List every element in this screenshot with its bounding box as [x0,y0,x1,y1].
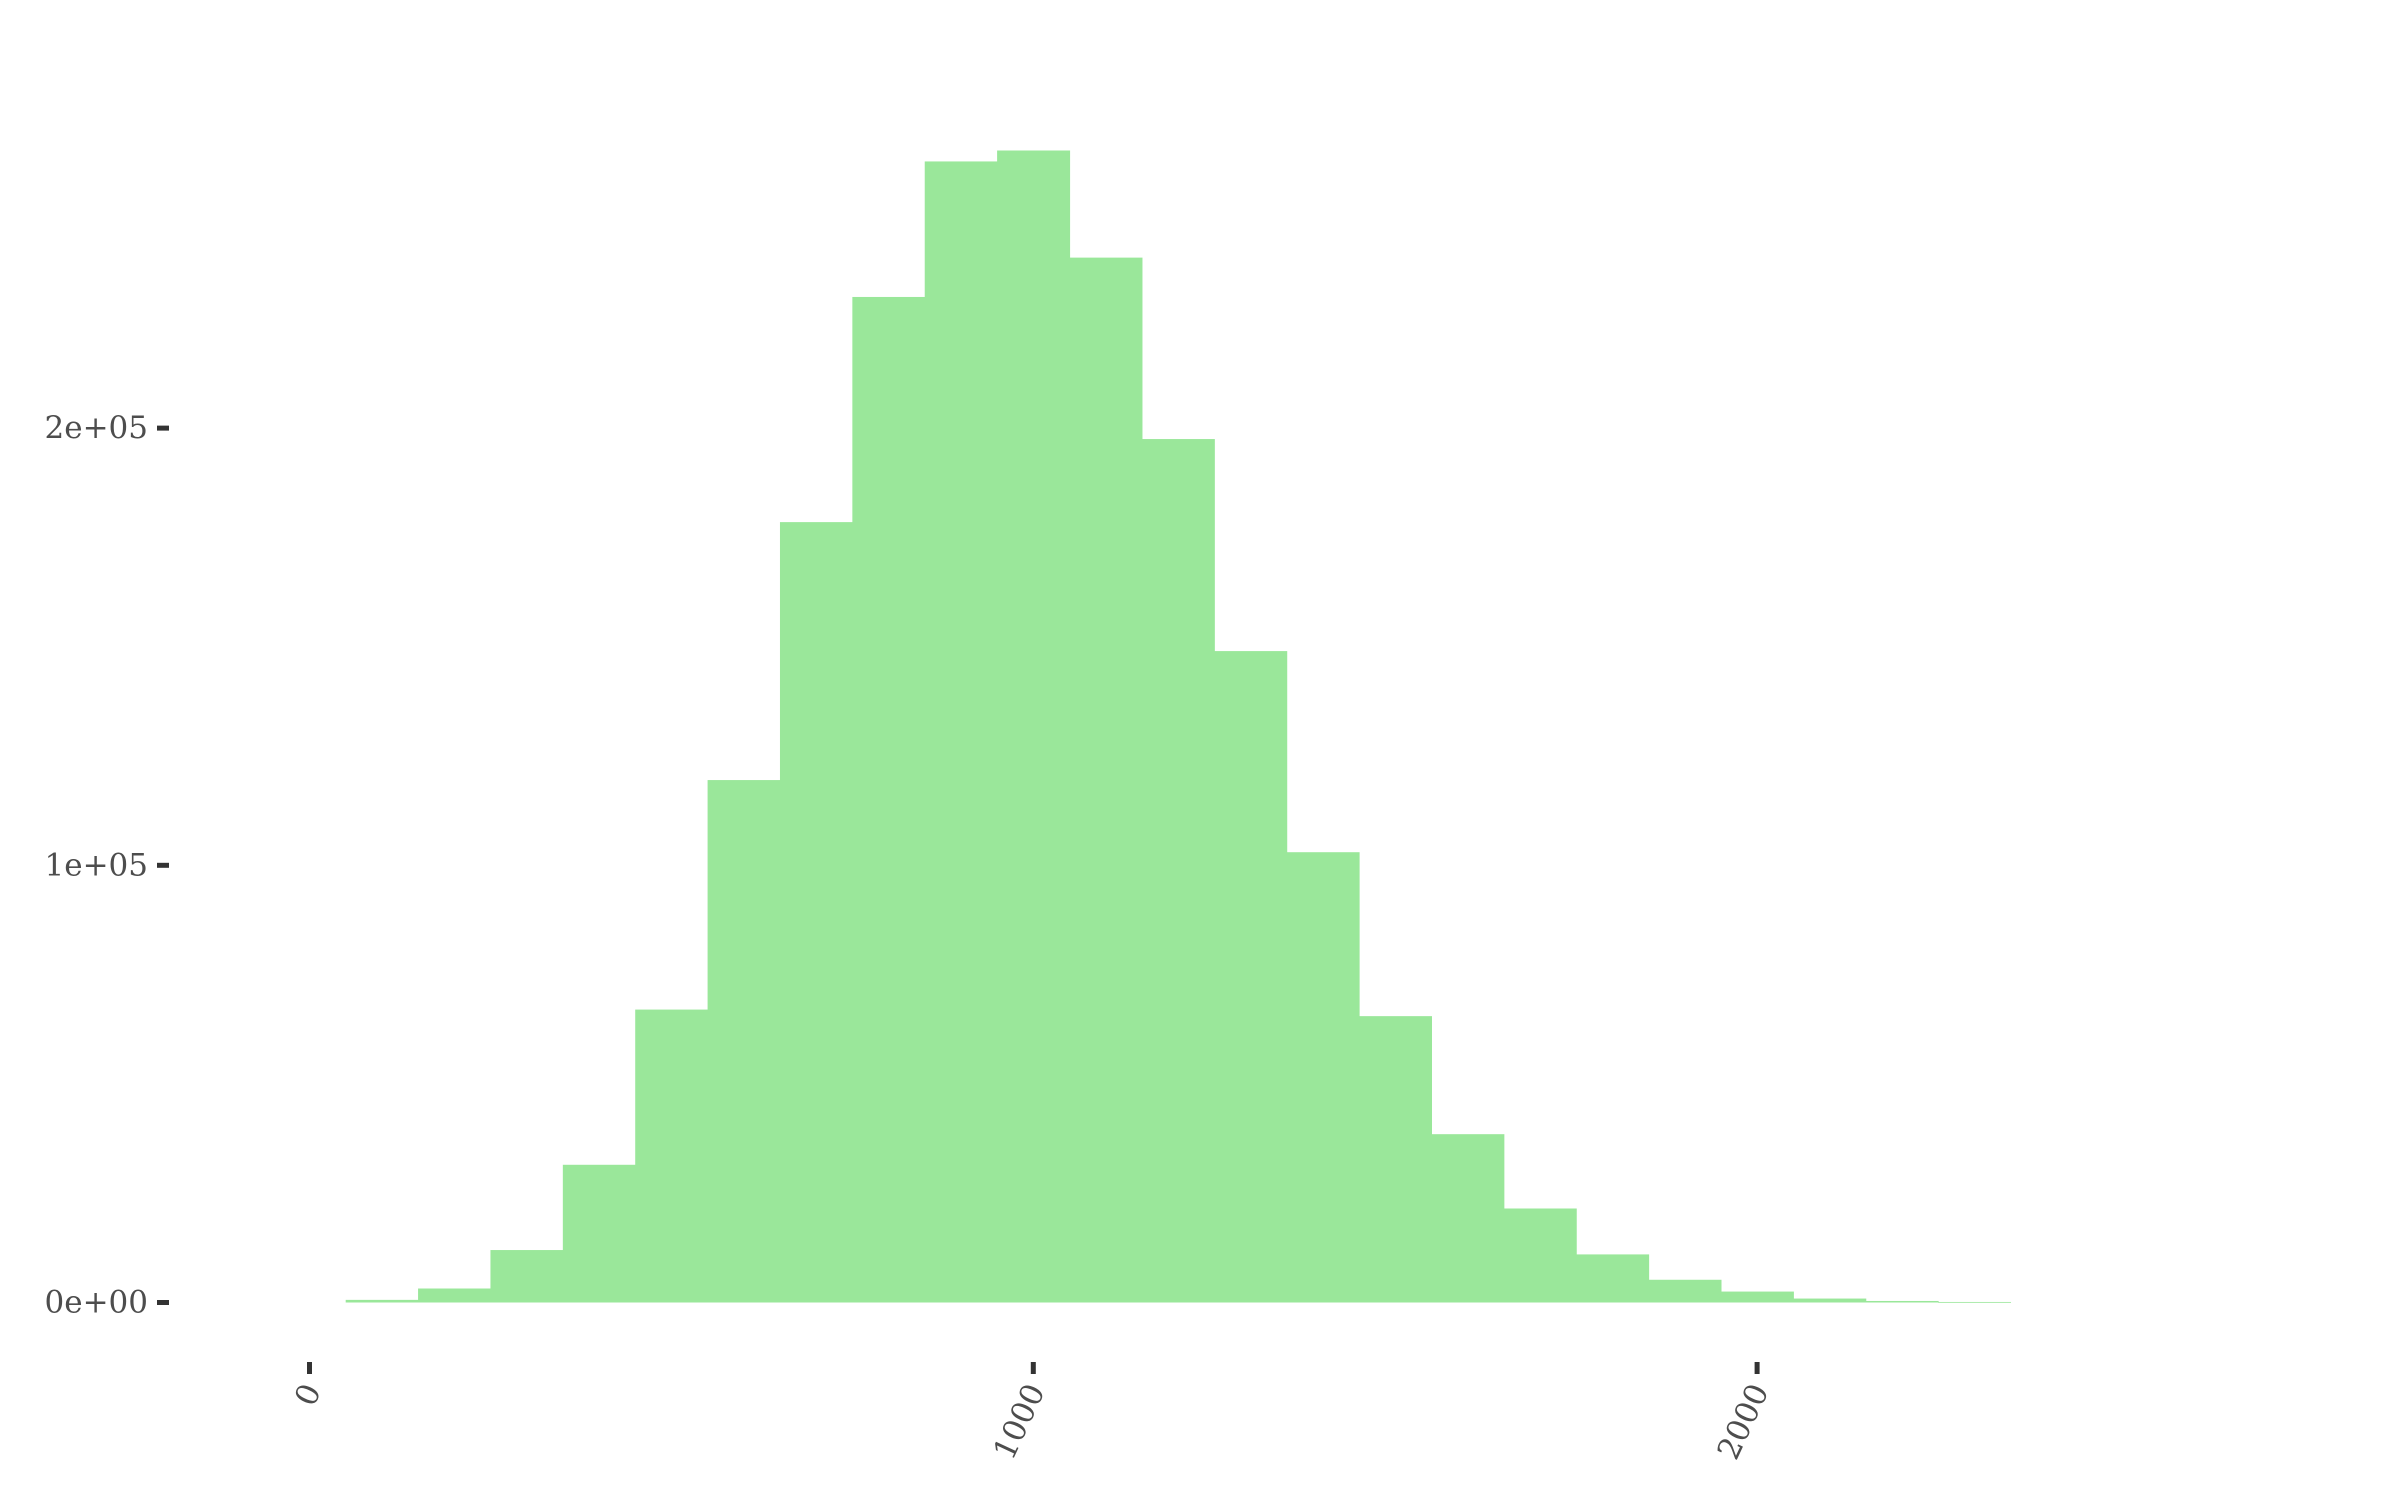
histogram-bar-18 [1648,1279,1722,1303]
histogram-bar-19 [1720,1291,1794,1303]
histogram-bar-6 [779,522,853,1303]
histogram-bar-17 [1576,1254,1650,1303]
histogram-bar-5 [707,780,781,1303]
histogram-bar-0 [345,1299,419,1303]
histogram-bar-22 [1938,1301,2012,1303]
y-tick-label-0: 0e+00 [45,1285,149,1321]
histogram-bar-21 [1865,1300,1939,1303]
histogram-bar-13 [1286,852,1360,1303]
x-tick-label-2: 2000 [1710,1378,1776,1465]
histogram-bar-1 [418,1288,492,1303]
x-tick-label-1: 1000 [987,1378,1053,1465]
histogram-bar-20 [1793,1298,1867,1303]
x-tick-label-0: 0 [288,1378,329,1411]
y-axis: 0e+00 1e+05 2e+05 [45,410,169,1321]
x-axis: 0 1000 2000 [288,1362,1776,1465]
histogram-bars [345,150,2012,1303]
histogram-bar-12 [1214,651,1288,1303]
histogram-bar-10 [1069,257,1143,1303]
histogram-bar-2 [490,1250,564,1303]
histogram-bar-3 [562,1164,636,1303]
y-tick-label-1: 1e+05 [45,847,149,883]
histogram-bar-11 [1141,439,1215,1303]
histogram-bar-7 [852,296,926,1303]
histogram-bar-16 [1503,1208,1577,1303]
histogram-bar-14 [1359,1016,1432,1303]
histogram-bar-4 [635,1009,709,1303]
histogram-bar-8 [924,161,998,1303]
y-tick-label-2: 2e+05 [45,410,149,446]
histogram-bar-15 [1431,1134,1505,1303]
histogram-bar-9 [997,150,1071,1303]
